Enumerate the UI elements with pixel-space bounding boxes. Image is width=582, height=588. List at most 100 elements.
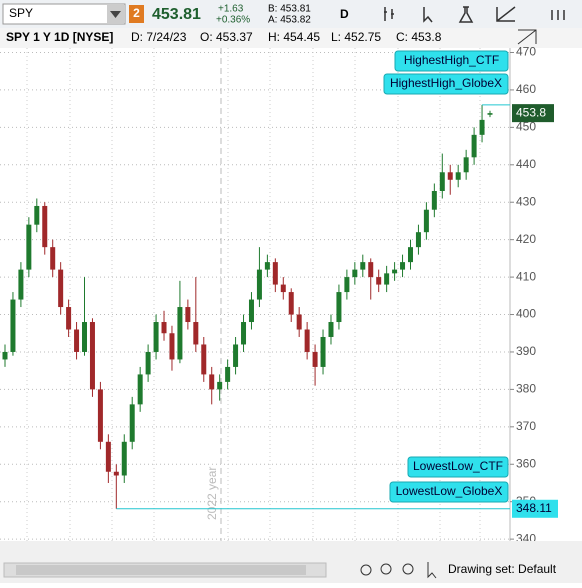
chart-title: SPY 1 Y 1D [NYSE] [6,30,113,44]
candle-body [320,336,326,367]
more-icon[interactable] [551,10,565,20]
y-tick-label: 370 [516,419,536,433]
candle-body [161,322,167,334]
candle-body [423,209,429,233]
candle-body [264,262,270,270]
y-tick-label: 410 [516,269,536,283]
last-price-box [512,104,554,123]
symbol: SPY [9,6,33,20]
study-label: LowestLow_CTF [413,459,503,473]
hdr-high: H: 454.45 [268,30,320,44]
candle-body [74,329,80,352]
candle-body [400,262,406,270]
candle-body [447,172,453,180]
badge-box[interactable] [129,5,144,23]
candle-body [272,262,278,285]
zoom-out[interactable] [402,563,414,575]
candle-body [392,269,398,274]
candle-body [328,322,334,337]
toolbar-icons [384,6,565,23]
y-tick-label: 400 [516,307,536,321]
candle-body [368,262,374,278]
study-icon[interactable] [458,6,474,23]
candle-body [415,232,421,248]
candle-body [105,441,111,472]
candle-body [153,322,159,352]
pan-icon[interactable] [360,564,372,576]
plot: 3403503603703803904004104204304404504604… [0,45,558,556]
candle-body [256,269,262,300]
candle-body [129,404,135,442]
candle-body [431,190,437,210]
y-tick-label: 430 [516,194,536,208]
candle-body [193,322,199,345]
candle-body [376,277,382,285]
year-label: 2022 year [205,467,219,520]
candle-body [336,292,342,323]
y-tick-label: 460 [516,82,536,96]
candle-body [439,172,445,191]
candle-body [352,269,358,278]
candle-body [487,113,493,115]
y-tick-label: 360 [516,456,536,470]
zoom-icons [360,562,437,579]
drawing-set: Drawing set: Default [448,562,557,576]
style-icon[interactable] [517,29,537,45]
candle-body [137,374,143,405]
hdr-open: O: 453.37 [200,30,253,44]
candle-body [89,322,95,390]
candle-body [82,322,88,352]
study-label: LowestLow_GlobeX [396,484,503,498]
candle-body [2,351,8,360]
candle-body [296,314,302,330]
candle-body [97,389,103,442]
candle-body [26,224,32,270]
hdr-date: D: 7/24/23 [131,30,187,44]
candle-body [471,134,477,158]
last-price-label: 453.8 [516,105,546,119]
study-label-box [407,456,509,478]
candle-body [225,366,231,382]
candle-body [42,205,48,248]
y-tick-label: 420 [516,232,536,246]
candle-body [177,307,183,360]
y-tick-label: 440 [516,157,536,171]
badge: 2 [133,6,140,20]
candle-body [209,374,215,390]
candle-body [50,247,56,270]
y-tick-label: 470 [516,45,536,59]
header-bar [0,28,582,48]
candle-body [66,307,72,330]
pointer[interactable] [427,562,437,579]
period[interactable]: D [340,7,349,21]
candle-body [304,329,310,352]
candle-body [233,344,239,367]
candle-body [312,351,318,367]
dropdown-arrow [110,11,121,18]
candle-body [248,299,254,323]
candle-body [479,119,485,135]
change-pct: +0.36% [216,15,250,26]
candle-body [360,262,366,270]
low-price-box [512,499,558,518]
y-tick-label: 380 [516,382,536,396]
draw-icon[interactable] [496,6,516,22]
candle-body [169,333,175,360]
low-price-label: 348.11 [516,501,552,515]
candle-icon[interactable] [384,7,394,21]
symbol-box[interactable] [2,3,126,25]
zoom-in[interactable] [380,563,392,575]
cursor-icon[interactable] [423,7,433,23]
last-price: 453.81 [152,6,201,23]
candle-body [201,344,207,375]
scroll-thumb[interactable] [16,565,306,575]
study-label: HighestHigh_CTF [404,53,499,67]
candle-body [407,247,413,263]
study-label-box [389,481,509,503]
study-label-box [383,73,509,95]
candle-body [145,351,151,375]
candle-body [113,471,119,476]
candle-body [217,381,223,390]
hdr-close: C: 453.8 [396,30,442,44]
